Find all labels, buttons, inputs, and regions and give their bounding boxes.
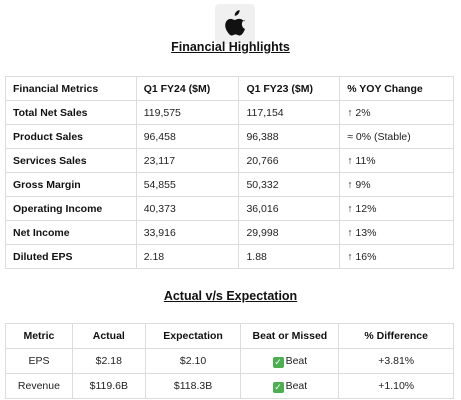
metric-name: Operating Income — [5, 196, 137, 221]
beat-label: Beat — [285, 379, 308, 392]
beat-status: ✓ Beat — [240, 373, 340, 399]
beat-status: ✓ Beat — [240, 348, 340, 374]
column-header: Expectation — [144, 323, 242, 349]
expectation-value: $118.3B — [144, 373, 242, 399]
table-header-row: Metric Actual Expectation Beat or Missed… — [5, 323, 454, 349]
metric-name: EPS — [5, 348, 73, 374]
financial-highlights-title: Financial Highlights — [171, 40, 290, 54]
column-header: Financial Metrics — [5, 76, 137, 101]
yoy-change: ↑ 16% — [339, 244, 454, 269]
yoy-change: ↑ 9% — [339, 172, 454, 197]
table-header-row: Financial Metrics Q1 FY24 ($M) Q1 FY23 (… — [5, 76, 454, 101]
actual-value: $119.6B — [71, 373, 146, 399]
q1-fy24-value: 54,855 — [135, 172, 240, 197]
table-row: Total Net Sales 119,575 117,154 ↑ 2% — [5, 100, 454, 125]
yoy-change: ↑ 12% — [339, 196, 454, 221]
metric-name: Total Net Sales — [5, 100, 137, 125]
q1-fy23-value: 96,388 — [238, 124, 341, 149]
column-header: Q1 FY24 ($M) — [135, 76, 240, 101]
yoy-change: ↑ 11% — [339, 148, 454, 173]
yoy-change: ↑ 13% — [339, 220, 454, 245]
table-row: Revenue $119.6B $118.3B ✓ Beat +1.10% — [5, 373, 454, 399]
yoy-change: ↑ 2% — [339, 100, 454, 125]
table-row: Net Income 33,916 29,998 ↑ 13% — [5, 220, 454, 245]
table-row: Services Sales 23,117 20,766 ↑ 11% — [5, 148, 454, 173]
actual-vs-expectation-title: Actual v/s Expectation — [163, 289, 298, 303]
column-header: Metric — [5, 323, 73, 349]
yoy-change: ≈ 0% (Stable) — [339, 124, 454, 149]
q1-fy23-value: 50,332 — [238, 172, 341, 197]
percent-difference: +3.81% — [338, 348, 454, 374]
table-row: EPS $2.18 $2.10 ✓ Beat +3.81% — [5, 348, 454, 374]
table-row: Product Sales 96,458 96,388 ≈ 0% (Stable… — [5, 124, 454, 149]
q1-fy23-value: 117,154 — [238, 100, 341, 125]
table-row: Operating Income 40,373 36,016 ↑ 12% — [5, 196, 454, 221]
apple-logo-icon — [225, 10, 245, 36]
column-header: Beat or Missed — [240, 323, 340, 349]
metric-name: Gross Margin — [5, 172, 137, 197]
table-row: Diluted EPS 2.18 1.88 ↑ 16% — [5, 244, 454, 269]
metric-name: Services Sales — [5, 148, 137, 173]
expectation-value: $2.10 — [144, 348, 242, 374]
q1-fy24-value: 40,373 — [135, 196, 240, 221]
q1-fy24-value: 2.18 — [135, 244, 240, 269]
check-mark-icon: ✓ — [272, 381, 284, 393]
column-header: Q1 FY23 ($M) — [238, 76, 341, 101]
metric-name: Revenue — [5, 373, 73, 399]
actual-vs-expectation-table: Metric Actual Expectation Beat or Missed… — [5, 323, 454, 399]
q1-fy24-value: 33,916 — [135, 220, 240, 245]
q1-fy24-value: 23,117 — [135, 148, 240, 173]
metric-name: Net Income — [5, 220, 137, 245]
q1-fy24-value: 119,575 — [135, 100, 240, 125]
percent-difference: +1.10% — [338, 373, 454, 399]
financial-highlights-table: Financial Metrics Q1 FY24 ($M) Q1 FY23 (… — [5, 76, 454, 269]
column-header: % YOY Change — [339, 76, 454, 101]
q1-fy23-value: 36,016 — [238, 196, 341, 221]
column-header: % Difference — [338, 323, 454, 349]
q1-fy23-value: 20,766 — [238, 148, 341, 173]
check-mark-icon: ✓ — [272, 356, 284, 368]
beat-label: Beat — [285, 354, 308, 367]
metric-name: Diluted EPS — [5, 244, 137, 269]
apple-logo — [215, 4, 255, 44]
actual-value: $2.18 — [71, 348, 146, 374]
q1-fy24-value: 96,458 — [135, 124, 240, 149]
metric-name: Product Sales — [5, 124, 137, 149]
table-row: Gross Margin 54,855 50,332 ↑ 9% — [5, 172, 454, 197]
q1-fy23-value: 1.88 — [238, 244, 341, 269]
q1-fy23-value: 29,998 — [238, 220, 341, 245]
column-header: Actual — [71, 323, 146, 349]
